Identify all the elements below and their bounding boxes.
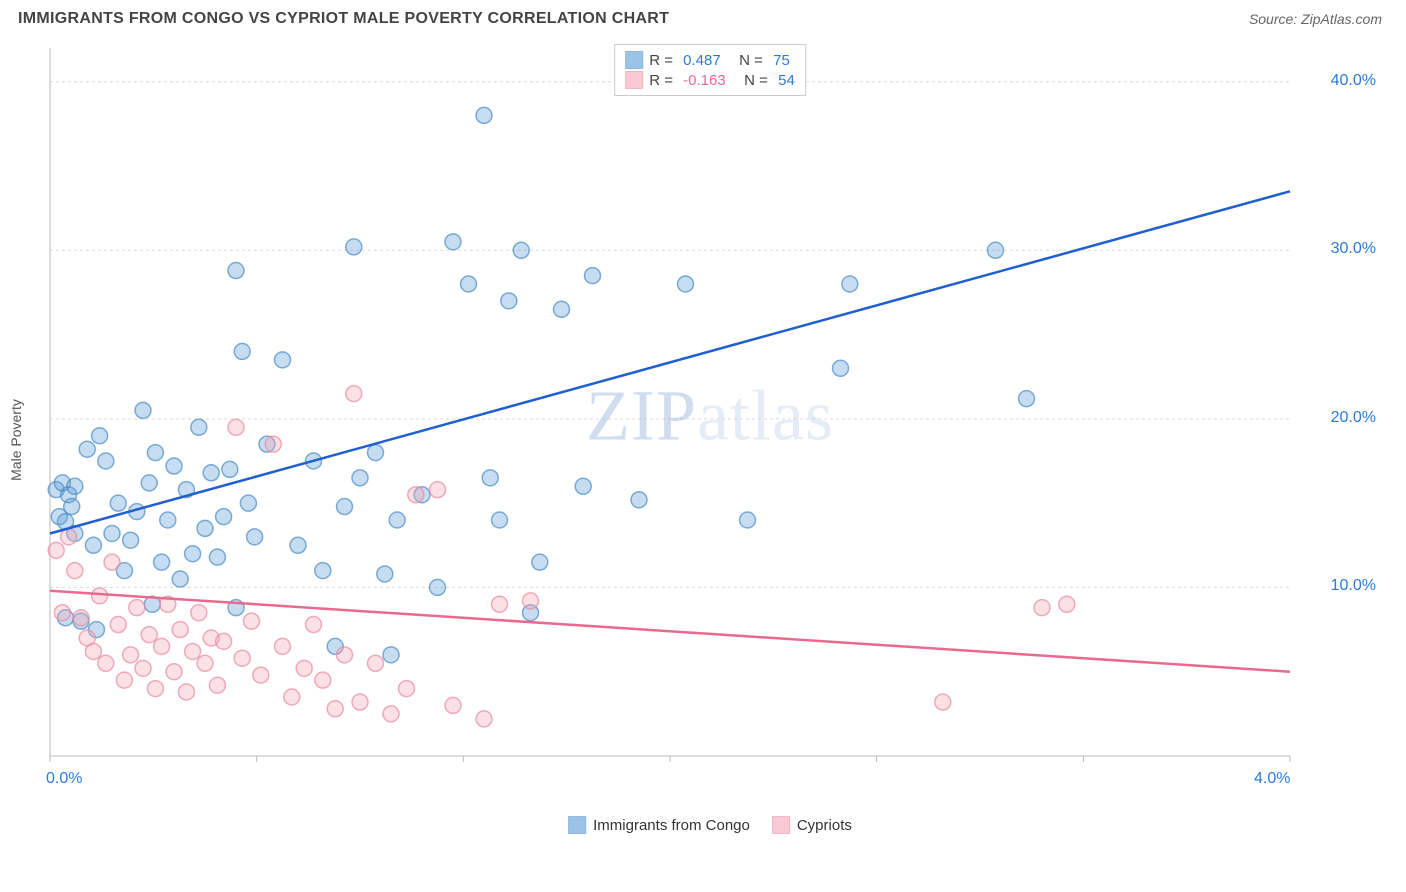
legend-item-cypriots: Cypriots	[772, 816, 852, 834]
chart-title: IMMIGRANTS FROM CONGO VS CYPRIOT MALE PO…	[18, 10, 669, 28]
y-tick-30: 30.0%	[1331, 240, 1376, 258]
swatch-congo	[568, 816, 586, 834]
swatch-cypriots	[625, 71, 643, 89]
legend-row-cypriots: R = -0.163 N = 54	[625, 71, 795, 89]
chart-header: IMMIGRANTS FROM CONGO VS CYPRIOT MALE PO…	[0, 0, 1406, 32]
swatch-congo	[625, 51, 643, 69]
x-tick-max: 4.0%	[1254, 770, 1290, 788]
y-axis-label: Male Poverty	[8, 399, 24, 481]
legend-label-congo: Immigrants from Congo	[593, 817, 750, 834]
source-credit: Source: ZipAtlas.com	[1249, 11, 1382, 27]
legend-item-congo: Immigrants from Congo	[568, 816, 750, 834]
legend-label-cypriots: Cypriots	[797, 817, 852, 834]
x-tick-min: 0.0%	[46, 770, 82, 788]
chart-container: Male Poverty ZIPatlas R = 0.487 N = 75 R…	[40, 40, 1380, 840]
legend-row-congo: R = 0.487 N = 75	[625, 51, 795, 69]
correlation-legend: R = 0.487 N = 75 R = -0.163 N = 54	[614, 44, 806, 96]
y-tick-10: 10.0%	[1331, 577, 1376, 595]
swatch-cypriots	[772, 816, 790, 834]
y-tick-20: 20.0%	[1331, 409, 1376, 427]
scatter-plot	[40, 40, 1340, 800]
series-legend: Immigrants from Congo Cypriots	[568, 816, 852, 834]
y-tick-40: 40.0%	[1331, 72, 1376, 90]
